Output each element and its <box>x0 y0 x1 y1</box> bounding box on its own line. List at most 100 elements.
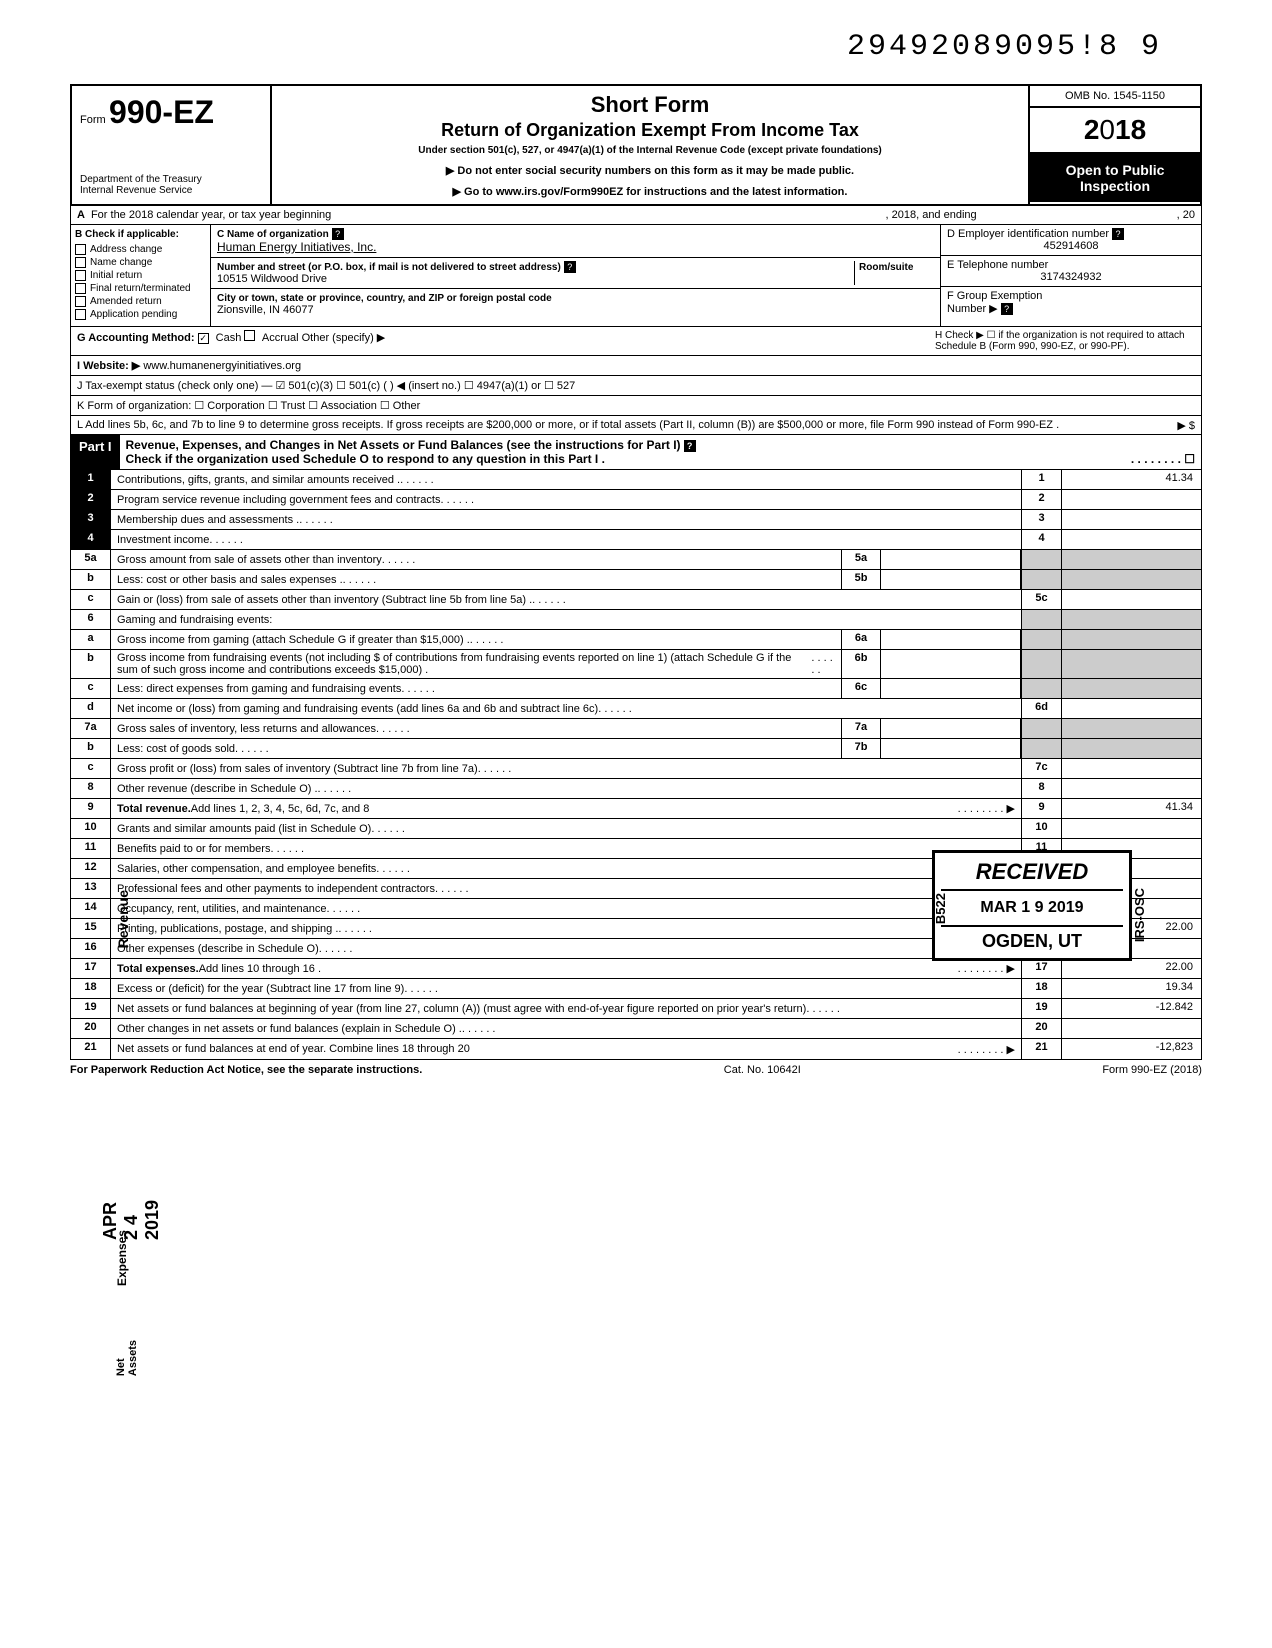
table-row: aGross income from gaming (attach Schedu… <box>71 630 1201 650</box>
table-row: 17Total expenses. Add lines 10 through 1… <box>71 959 1201 979</box>
line-value <box>1061 590 1201 609</box>
help-icon: ? <box>332 228 344 240</box>
line-value: 19.34 <box>1061 979 1201 998</box>
line-i: I Website: ▶ www.humanenergyinitiatives.… <box>70 356 1202 376</box>
note-website: ▶ Go to www.irs.gov/Form990EZ for instru… <box>278 185 1022 198</box>
cb-cash[interactable]: ✓ <box>198 333 209 344</box>
col-shaded <box>1021 570 1061 589</box>
table-row: 5aGross amount from sale of assets other… <box>71 550 1201 570</box>
cb-accrual[interactable] <box>244 330 255 341</box>
table-row: 18Excess or (deficit) for the year (Subt… <box>71 979 1201 999</box>
document-number: 29492089095!8 9 <box>70 30 1202 64</box>
mid-col-value <box>881 550 1021 569</box>
col-shaded <box>1021 739 1061 758</box>
cb-address[interactable] <box>75 244 86 255</box>
table-row: 7aGross sales of inventory, less returns… <box>71 719 1201 739</box>
col-label: 8 <box>1021 779 1061 798</box>
line-description: Less: cost of goods sold . . . . . . <box>111 739 841 758</box>
line-number: b <box>71 739 111 758</box>
received-stamp: RECEIVED MAR 1 9 2019 OGDEN, UT B522 IRS… <box>932 850 1132 961</box>
cb-initial[interactable] <box>75 270 86 281</box>
line-description: Less: direct expenses from gaming and fu… <box>111 679 841 698</box>
line-value <box>1061 759 1201 778</box>
line-value: 22.00 <box>1061 959 1201 978</box>
table-row: 3Membership dues and assessments . . . .… <box>71 510 1201 530</box>
line-description: Net income or (loss) from gaming and fun… <box>111 699 1021 718</box>
line-l: L Add lines 5b, 6c, and 7b to line 9 to … <box>70 416 1202 435</box>
col-label: 3 <box>1021 510 1061 529</box>
mid-col-label: 7b <box>841 739 881 758</box>
line-description: Membership dues and assessments . . . . … <box>111 510 1021 529</box>
form-prefix: Form <box>80 114 106 126</box>
line-number: d <box>71 699 111 718</box>
line-number: 2 <box>71 490 111 509</box>
line-value <box>1061 530 1201 549</box>
line-value: -12,823 <box>1061 1039 1201 1059</box>
line-number: 9 <box>71 799 111 818</box>
mid-col-label: 6c <box>841 679 881 698</box>
col-label: 7c <box>1021 759 1061 778</box>
table-row: 10Grants and similar amounts paid (list … <box>71 819 1201 839</box>
line-value <box>1061 1019 1201 1038</box>
col-shaded <box>1021 650 1061 678</box>
line-number: 17 <box>71 959 111 978</box>
open-public: Open to Public <box>1038 162 1192 178</box>
line-number: 16 <box>71 939 111 958</box>
col-shaded <box>1021 550 1061 569</box>
line-value: 41.34 <box>1061 470 1201 489</box>
mid-col-value <box>881 570 1021 589</box>
section-bcdef: B Check if applicable: Address change Na… <box>70 225 1202 327</box>
line-g-h: G Accounting Method: ✓ Cash Accrual Othe… <box>70 327 1202 356</box>
val-shaded <box>1061 650 1201 678</box>
line-description: Excess or (deficit) for the year (Subtra… <box>111 979 1021 998</box>
col-label: 6d <box>1021 699 1061 718</box>
line-description: Gross income from fundraising events (no… <box>111 650 841 678</box>
line-description: Less: cost or other basis and sales expe… <box>111 570 841 589</box>
table-row: 21Net assets or fund balances at end of … <box>71 1039 1201 1059</box>
table-row: cLess: direct expenses from gaming and f… <box>71 679 1201 699</box>
table-row: bLess: cost or other basis and sales exp… <box>71 570 1201 590</box>
org-address: 10515 Wildwood Drive <box>217 273 327 285</box>
line-description: Total expenses. Add lines 10 through 16 … <box>111 959 1021 978</box>
line-k: K Form of organization: ☐ Corporation ☐ … <box>70 396 1202 416</box>
line-description: Printing, publications, postage, and shi… <box>111 919 1021 938</box>
table-row: 9Total revenue. Add lines 1, 2, 3, 4, 5c… <box>71 799 1201 819</box>
cb-amended[interactable] <box>75 296 86 307</box>
mid-col-label: 6b <box>841 650 881 678</box>
cb-pending[interactable] <box>75 309 86 320</box>
line-description: Other expenses (describe in Schedule O) … <box>111 939 1021 958</box>
line-value: 41.34 <box>1061 799 1201 818</box>
line-number: 3 <box>71 510 111 529</box>
cb-final[interactable] <box>75 283 86 294</box>
val-shaded <box>1061 550 1201 569</box>
table-row: 1Contributions, gifts, grants, and simil… <box>71 470 1201 490</box>
line-value <box>1061 819 1201 838</box>
omb-number: OMB No. 1545-1150 <box>1030 86 1200 108</box>
line-number: b <box>71 650 111 678</box>
line-number: 11 <box>71 839 111 858</box>
table-row: 6Gaming and fundraising events: <box>71 610 1201 630</box>
table-row: 2Program service revenue including gover… <box>71 490 1201 510</box>
mid-col-label: 6a <box>841 630 881 649</box>
line-value <box>1061 510 1201 529</box>
org-name: Human Energy Initiatives, Inc. <box>217 240 376 254</box>
line-number: 13 <box>71 879 111 898</box>
table-row: 4Investment income . . . . . .4 <box>71 530 1201 550</box>
line-description: Total revenue. Add lines 1, 2, 3, 4, 5c,… <box>111 799 1021 818</box>
page-footer: For Paperwork Reduction Act Notice, see … <box>70 1060 1202 1080</box>
line-number: c <box>71 759 111 778</box>
col-label: 17 <box>1021 959 1061 978</box>
line-number: a <box>71 630 111 649</box>
col-label: 9 <box>1021 799 1061 818</box>
cb-name[interactable] <box>75 257 86 268</box>
line-description: Program service revenue including govern… <box>111 490 1021 509</box>
subtitle: Under section 501(c), 527, or 4947(a)(1)… <box>278 145 1022 156</box>
line-number: c <box>71 590 111 609</box>
col-label: 21 <box>1021 1039 1061 1059</box>
line-description: Gross sales of inventory, less returns a… <box>111 719 841 738</box>
help-icon: ? <box>564 261 576 273</box>
note-ssn: ▶ Do not enter social security numbers o… <box>278 164 1022 177</box>
line-description: Salaries, other compensation, and employ… <box>111 859 1021 878</box>
line-description: Net assets or fund balances at beginning… <box>111 999 1021 1018</box>
col-shaded <box>1021 679 1061 698</box>
